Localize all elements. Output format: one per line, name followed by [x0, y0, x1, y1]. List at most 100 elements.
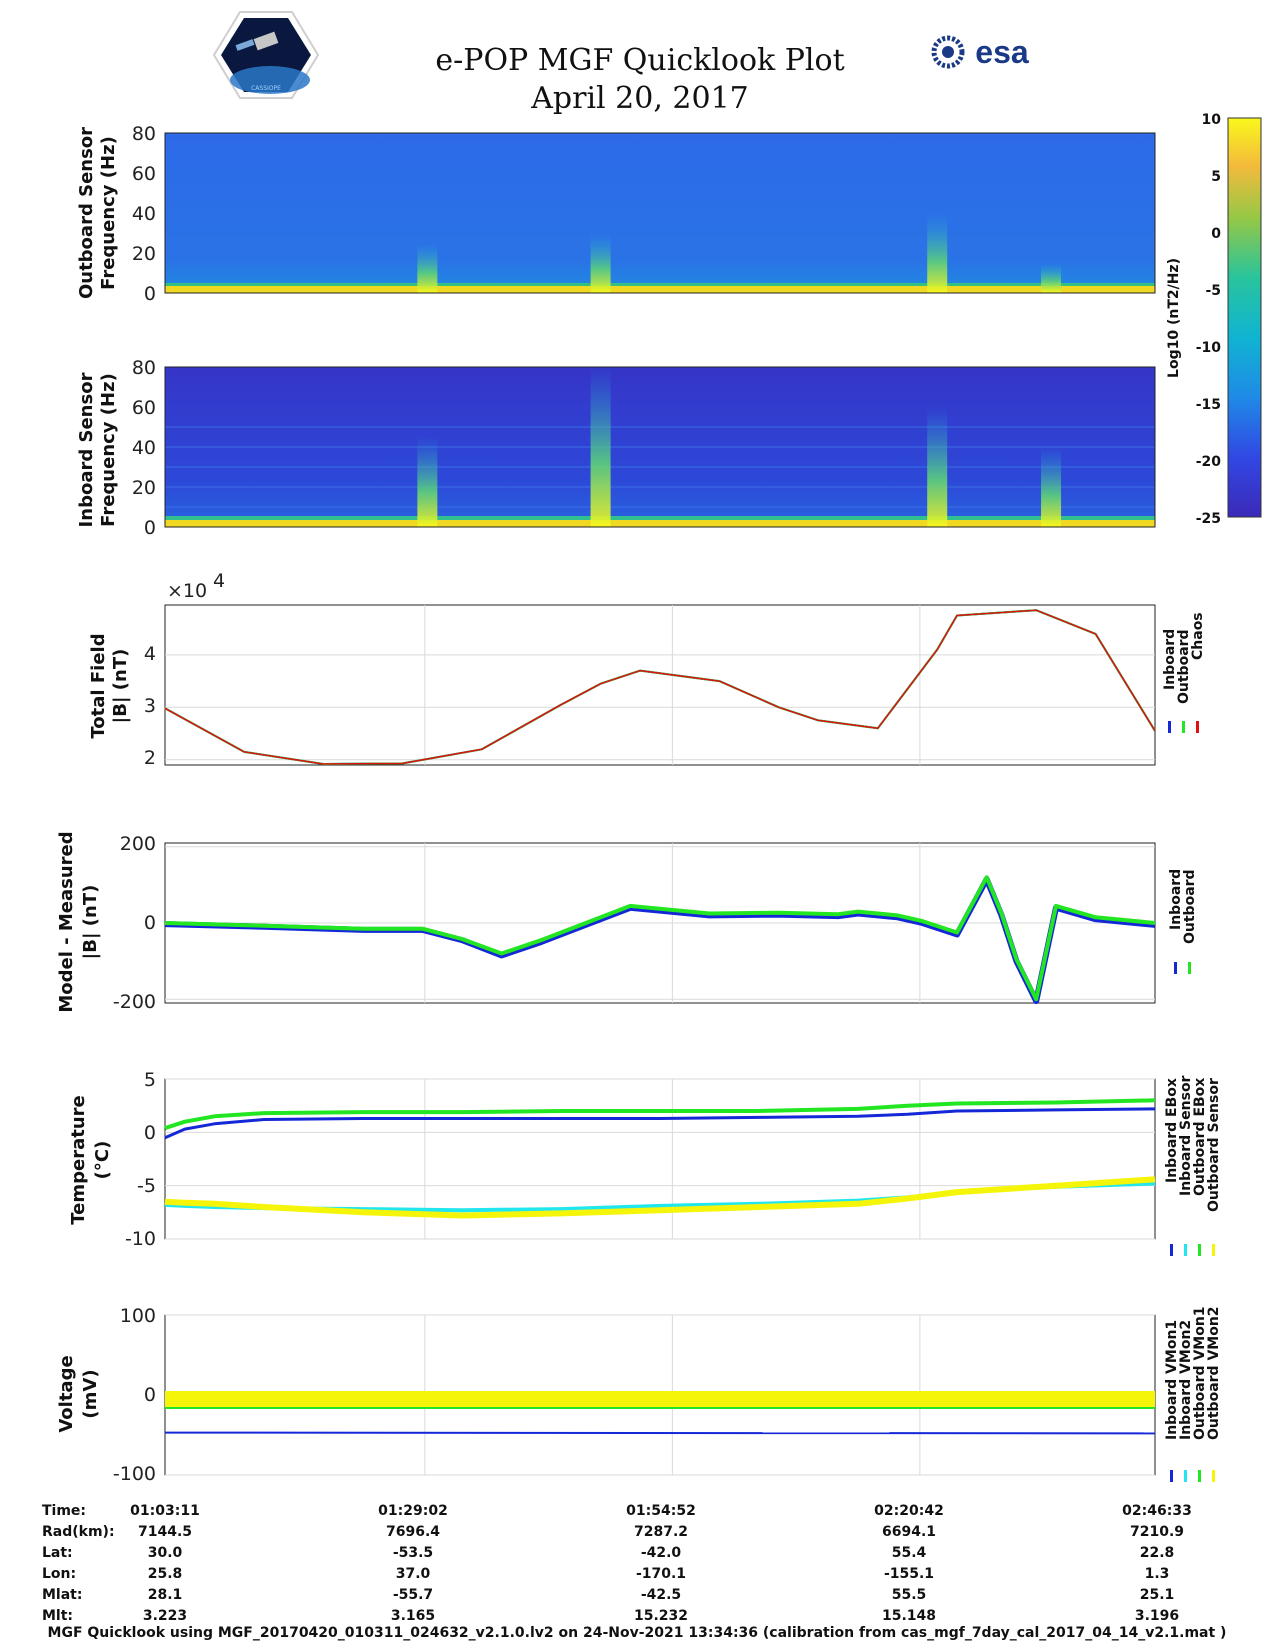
temp-legend-outboard-sensor: Outboard Sensor	[1206, 1078, 1222, 1212]
volt-legend-swatch-3	[1198, 1470, 1201, 1482]
eph-cell-4-5: 3.196	[1135, 1608, 1179, 1624]
volt-tick-0: 0	[144, 1384, 156, 1406]
eph-cell-3-0: 02:20:42	[874, 1503, 944, 1519]
colorbar-tick-0: 0	[1211, 226, 1221, 242]
eph-label-5: Mlt:	[42, 1608, 73, 1624]
eph-cell-3-5: 15.148	[882, 1608, 936, 1624]
volt-series-inboard-vmon1	[164, 1431, 1156, 1435]
eph-label-3: Lon:	[42, 1566, 76, 1582]
colorbar-gradient	[1227, 117, 1262, 518]
outboard-tick-0: 0	[144, 283, 156, 305]
diff-tick-200: 200	[120, 833, 156, 855]
inboard-tick-0: 0	[144, 517, 156, 539]
outboard-tick-40: 40	[132, 203, 156, 225]
volt-legend-inboard-vmon1: Inboard VMon1	[1164, 1320, 1180, 1440]
total-exponent-power: 4	[213, 570, 225, 592]
temp-legend-inboard-ebox: Inboard EBox	[1164, 1078, 1180, 1183]
volt-legend-outboard-vmon2: Outboard VMon2	[1206, 1306, 1222, 1440]
temp-tick-m5: -5	[137, 1175, 156, 1197]
diff-legend-inboard: Inboard	[1168, 869, 1184, 930]
eph-cell-2-0: 01:54:52	[626, 1503, 696, 1519]
total-legend-swatch-inboard	[1168, 721, 1171, 733]
temp-tick-m10: -10	[125, 1228, 156, 1250]
temp-tick-5: 5	[144, 1069, 156, 1091]
inboard-tick-40: 40	[132, 437, 156, 459]
eph-cell-1-5: 3.165	[391, 1608, 435, 1624]
outboard-ylabel-2: Frequency (Hz)	[98, 136, 119, 290]
volt-tick-100: 100	[120, 1305, 156, 1327]
inboard-spec-lowband-edge	[165, 516, 1155, 520]
eph-cell-2-5: 15.232	[634, 1608, 688, 1624]
eph-cell-2-4: -42.5	[641, 1587, 681, 1603]
total-legend-swatch-outboard	[1182, 721, 1185, 733]
outboard-ylabel-1: Outboard Sensor	[76, 127, 97, 299]
eph-label-0: Time:	[42, 1503, 86, 1519]
total-series-chaos	[164, 609, 1156, 765]
eph-cell-2-3: -170.1	[636, 1566, 686, 1582]
eph-cell-4-4: 25.1	[1140, 1587, 1175, 1603]
eph-cell-1-4: -55.7	[393, 1587, 433, 1603]
ephemeris-table: Time: Rad(km): Lat: Lon: Mlat: Mlt: 01:03:11 7…	[42, 1503, 1192, 1624]
temp-legend-swatch-2	[1184, 1244, 1187, 1256]
cassiope-logo-text: CASSIOPE	[251, 85, 281, 92]
temp-ylabel-1: Temperature	[68, 1095, 89, 1224]
temp-series-inboard-ebox	[164, 1107, 1156, 1140]
outboard-tick-60: 60	[132, 163, 156, 185]
colorbar-tick-5: 5	[1211, 169, 1221, 185]
temp-series-outboard-sensor	[164, 1176, 1156, 1219]
eph-label-4: Mlat:	[42, 1587, 82, 1603]
diff-tick-m200: -200	[113, 991, 156, 1013]
esa-logo-text: esa	[975, 34, 1029, 70]
esa-logo: esa	[931, 34, 1029, 70]
volt-legend: Inboard VMon1 Inboard VMon2 Outboard VMo…	[1164, 1306, 1222, 1482]
eph-cell-0-3: 25.8	[148, 1566, 183, 1582]
eph-cell-0-5: 3.223	[143, 1608, 187, 1624]
total-field-panel	[164, 604, 1156, 766]
eph-cell-0-4: 28.1	[148, 1587, 183, 1603]
temp-legend-inboard-sensor: Inboard Sensor	[1178, 1075, 1194, 1196]
volt-ylabel-1: Voltage	[56, 1355, 77, 1432]
volt-ylabel-2: (mV)	[80, 1369, 101, 1418]
inboard-y-ticks: 80 60 40 20 0	[132, 357, 156, 539]
total-legend-chaos: Chaos	[1190, 612, 1206, 660]
outboard-tick-80: 80	[132, 123, 156, 145]
outboard-spec-burst-1	[590, 233, 611, 293]
eph-cell-4-0: 02:46:33	[1122, 1503, 1192, 1519]
eph-cell-1-1: 7696.4	[386, 1524, 440, 1540]
eph-cell-0-2: 30.0	[148, 1545, 183, 1561]
inboard-tick-20: 20	[132, 477, 156, 499]
diff-legend-swatch-outboard	[1188, 962, 1191, 974]
temp-series-outboard-ebox	[164, 1098, 1156, 1131]
inboard-ylabel-2: Frequency (Hz)	[98, 373, 119, 527]
inboard-spec-burst-0	[417, 437, 438, 527]
outboard-y-ticks: 80 60 40 20 0	[132, 123, 156, 305]
outboard-spec-lowband-edge	[165, 283, 1155, 286]
eph-label-2: Lat:	[42, 1545, 73, 1561]
inboard-spec-burst-1	[590, 367, 611, 527]
plot-title: e-POP MGF Quicklook Plot	[435, 43, 844, 78]
outboard-spec-burst-3	[1041, 263, 1062, 293]
inboard-spec-burst-3	[1041, 447, 1062, 527]
inboard-tick-80: 80	[132, 357, 156, 379]
eph-cell-1-0: 01:29:02	[378, 1503, 448, 1519]
temp-ylabel-2: (°C)	[92, 1141, 113, 1180]
total-ylabel-1: Total Field	[88, 633, 109, 738]
eph-cell-3-3: -155.1	[884, 1566, 934, 1582]
volt-legend-outboard-vmon1: Outboard VMon1	[1192, 1306, 1208, 1440]
colorbar-tick-m10: -10	[1196, 340, 1222, 356]
inboard-ylabel-1: Inboard Sensor	[76, 372, 97, 527]
total-legend-outboard: Outboard	[1176, 629, 1192, 704]
voltage-panel	[164, 1314, 1156, 1476]
plot-date: April 20, 2017	[530, 81, 749, 116]
total-legend: Inboard Outboard Chaos	[1162, 612, 1206, 733]
temp-legend: Inboard EBox Inboard Sensor Outboard EBo…	[1164, 1075, 1222, 1256]
diff-legend-outboard: Outboard	[1182, 869, 1198, 944]
eph-cell-1-3: 37.0	[396, 1566, 431, 1582]
total-tick-2: 2	[144, 747, 156, 769]
total-exponent: ×10	[167, 580, 207, 602]
volt-legend-swatch-4	[1212, 1470, 1215, 1482]
temp-legend-outboard-ebox: Outboard EBox	[1192, 1078, 1208, 1196]
eph-cell-3-2: 55.4	[892, 1545, 927, 1561]
eph-cell-2-2: -42.0	[641, 1545, 682, 1561]
colorbar-tick-10: 10	[1202, 112, 1222, 128]
